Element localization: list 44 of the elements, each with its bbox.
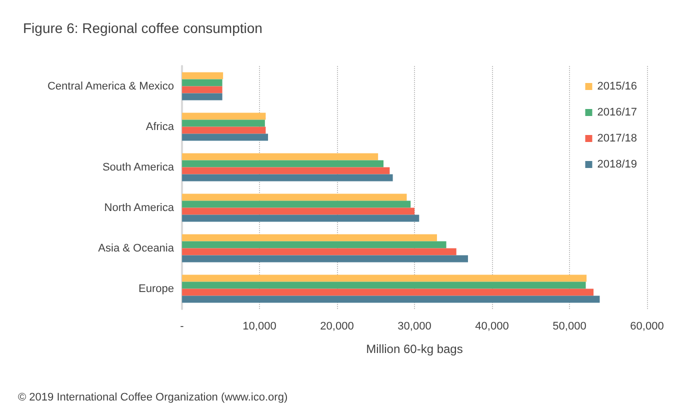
bar bbox=[182, 296, 600, 303]
x-tick-label: 30,000 bbox=[398, 320, 432, 332]
bar bbox=[182, 274, 587, 282]
y-tick-label: South America bbox=[102, 161, 175, 174]
x-tick-label: 20,000 bbox=[320, 320, 354, 332]
bar bbox=[182, 200, 411, 208]
bar bbox=[182, 160, 384, 168]
bar bbox=[182, 134, 268, 141]
legend-label: 2015/16 bbox=[597, 80, 638, 92]
y-tick-label: Asia & Oceania bbox=[98, 242, 175, 254]
bar bbox=[182, 153, 378, 160]
y-tick-label: Europe bbox=[138, 282, 174, 295]
x-tick-label: - bbox=[180, 320, 184, 332]
bar bbox=[182, 288, 594, 296]
bar bbox=[182, 126, 266, 134]
y-tick-label: North America bbox=[104, 202, 175, 214]
chart-title: Figure 6: Regional coffee consumption bbox=[23, 20, 262, 36]
bar bbox=[182, 255, 468, 262]
legend-label: 2017/18 bbox=[597, 132, 638, 144]
bar bbox=[182, 282, 586, 289]
bar bbox=[182, 72, 224, 80]
bar bbox=[182, 241, 446, 248]
x-tick-label: 40,000 bbox=[475, 320, 509, 332]
bar bbox=[182, 79, 222, 86]
text: © 2019 International Coffee Organization (www.ico.org) bbox=[18, 392, 288, 404]
legend-label: 2016/17 bbox=[597, 106, 638, 118]
bar bbox=[182, 112, 266, 120]
bar bbox=[182, 234, 437, 242]
bar bbox=[182, 86, 222, 94]
bar bbox=[182, 93, 222, 100]
y-tick-label: Central America & Mexico bbox=[47, 80, 174, 92]
bar bbox=[182, 120, 265, 127]
bar bbox=[182, 167, 390, 174]
bar bbox=[182, 214, 420, 222]
bar bbox=[182, 208, 414, 215]
legend-label: 2018/19 bbox=[597, 158, 638, 170]
x-tick-label: 10,000 bbox=[242, 320, 276, 332]
bar bbox=[182, 194, 407, 201]
x-tick-label: 50,000 bbox=[552, 320, 586, 332]
bar bbox=[182, 248, 456, 256]
bar bbox=[182, 174, 393, 182]
y-tick-label: Africa bbox=[146, 120, 175, 133]
x-tick-label: 60,000 bbox=[630, 320, 664, 332]
x-axis-title: Million 60-kg bags bbox=[366, 342, 463, 356]
